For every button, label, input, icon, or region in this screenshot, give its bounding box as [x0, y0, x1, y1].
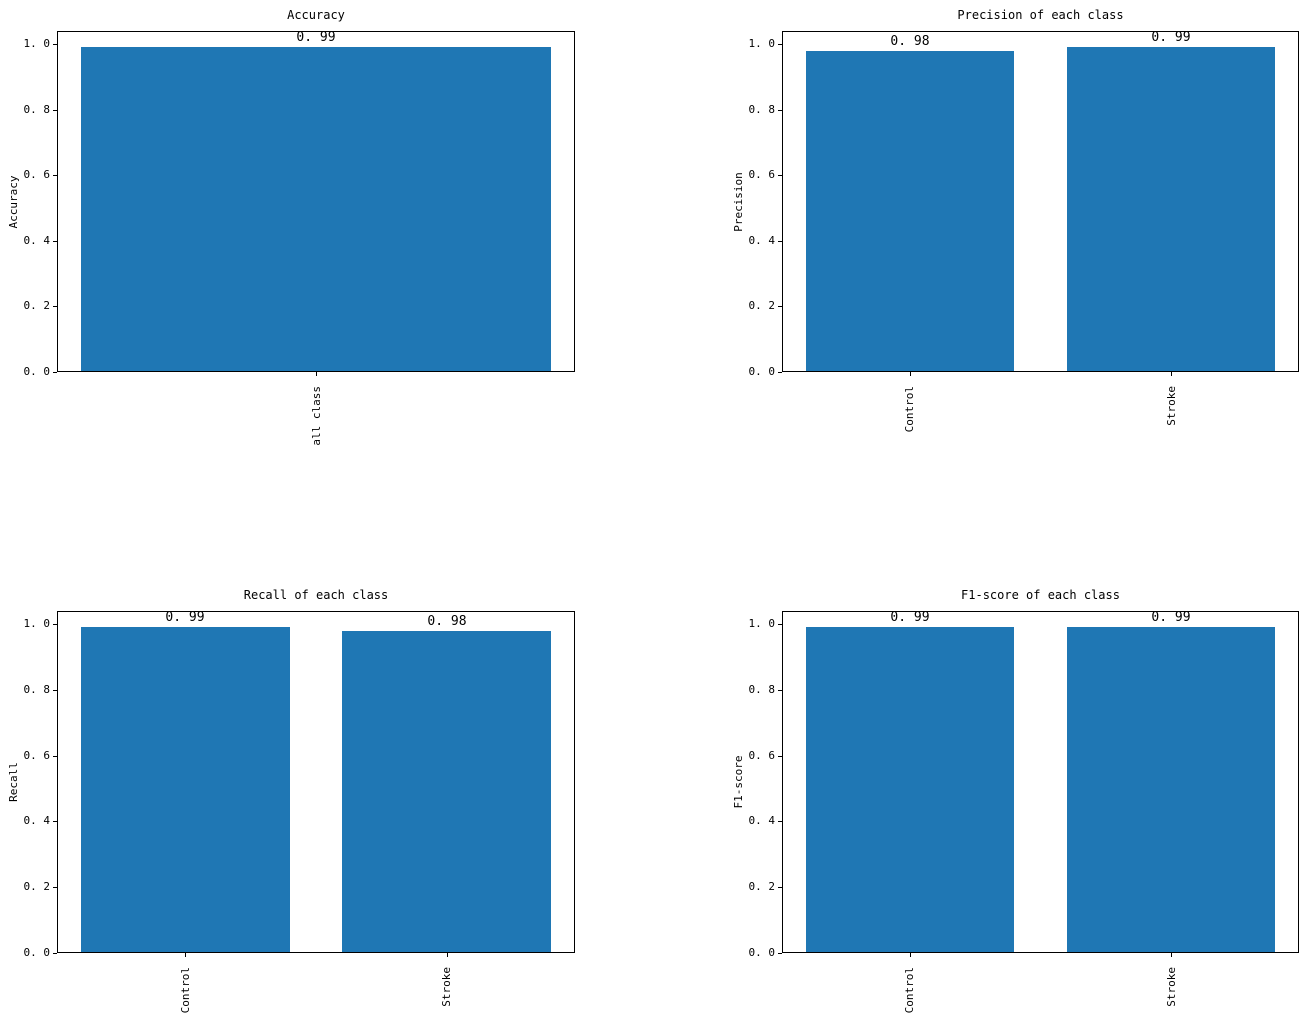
y-tick-label: 0. 4 [748, 234, 776, 247]
y-tick-label: 0. 6 [748, 168, 776, 181]
y-tickmark [778, 887, 782, 888]
y-tickmark [53, 756, 57, 757]
bar-value-label: 0. 99 [1151, 30, 1191, 45]
y-tickmark [778, 372, 782, 373]
y-tickmark [778, 821, 782, 822]
y-tick-label: 0. 4 [23, 814, 51, 827]
y-tick-label: 0. 8 [748, 103, 776, 116]
y-tickmark [778, 175, 782, 176]
bar-value-label: 0. 98 [890, 34, 930, 49]
y-tick-label: 0. 8 [748, 683, 776, 696]
y-axis-label: F1-score [732, 755, 745, 809]
chart-title: F1-score of each class [961, 588, 1120, 602]
y-tickmark [53, 306, 57, 307]
x-tickmark [1171, 953, 1172, 957]
bar-value-label: 0. 98 [427, 614, 467, 629]
y-tickmark [53, 953, 57, 954]
y-tickmark [53, 44, 57, 45]
chart-title: Accuracy [287, 8, 345, 22]
y-tick-label: 0. 0 [23, 946, 51, 959]
x-tickmark [910, 372, 911, 376]
bar-value-label: 0. 99 [296, 30, 336, 45]
y-tickmark [53, 690, 57, 691]
y-tickmark [778, 624, 782, 625]
y-tick-label: 0. 2 [748, 880, 776, 893]
bar-value-label: 0. 99 [165, 610, 205, 625]
y-tick-label: 0. 0 [748, 946, 776, 959]
y-tick-label: 0. 6 [23, 749, 51, 762]
y-tickmark [778, 241, 782, 242]
y-tickmark [53, 175, 57, 176]
y-tick-label: 1. 0 [748, 37, 776, 50]
y-tick-label: 0. 4 [23, 234, 51, 247]
chart-title: Precision of each class [957, 8, 1124, 22]
y-tick-label: 0. 6 [23, 168, 51, 181]
y-tick-label: 0. 2 [748, 299, 776, 312]
bar-stroke [1066, 47, 1276, 371]
y-tickmark [778, 953, 782, 954]
y-tickmark [53, 110, 57, 111]
y-tick-label: 0. 2 [23, 299, 51, 312]
x-tick-label: Control [903, 967, 917, 1014]
x-tickmark [316, 372, 317, 376]
y-tickmark [778, 690, 782, 691]
y-tick-label: 0. 0 [748, 365, 776, 378]
chart-title: Recall of each class [243, 588, 389, 602]
y-tick-label: 1. 0 [23, 37, 51, 50]
y-tick-label: 0. 4 [748, 814, 776, 827]
y-tickmark [53, 372, 57, 373]
y-tickmark [53, 624, 57, 625]
bar-value-label: 0. 99 [1151, 610, 1191, 625]
y-tick-label: 1. 0 [23, 617, 51, 630]
y-tick-label: 0. 0 [23, 365, 51, 378]
x-tickmark [1171, 372, 1172, 376]
bar-stroke [1066, 627, 1276, 952]
bar-all-class [80, 47, 552, 371]
y-tick-label: 0. 2 [23, 880, 51, 893]
y-tickmark [778, 110, 782, 111]
y-tickmark [778, 44, 782, 45]
y-tickmark [53, 821, 57, 822]
bar-control [805, 50, 1015, 371]
y-tickmark [778, 756, 782, 757]
x-tickmark [910, 953, 911, 957]
bar-control [80, 627, 290, 952]
bar-control [805, 627, 1015, 952]
y-tickmark [778, 306, 782, 307]
bar-stroke [342, 630, 552, 952]
x-tick-label: Stroke [1164, 967, 1178, 1007]
y-tick-label: 1. 0 [748, 617, 776, 630]
y-tick-label: 0. 8 [23, 103, 51, 116]
x-tickmark [447, 953, 448, 957]
y-tick-label: 0. 6 [748, 749, 776, 762]
y-tick-label: 0. 8 [23, 683, 51, 696]
bar-value-label: 0. 99 [890, 610, 930, 625]
y-tickmark [53, 887, 57, 888]
y-tickmark [53, 241, 57, 242]
x-tickmark [185, 953, 186, 957]
